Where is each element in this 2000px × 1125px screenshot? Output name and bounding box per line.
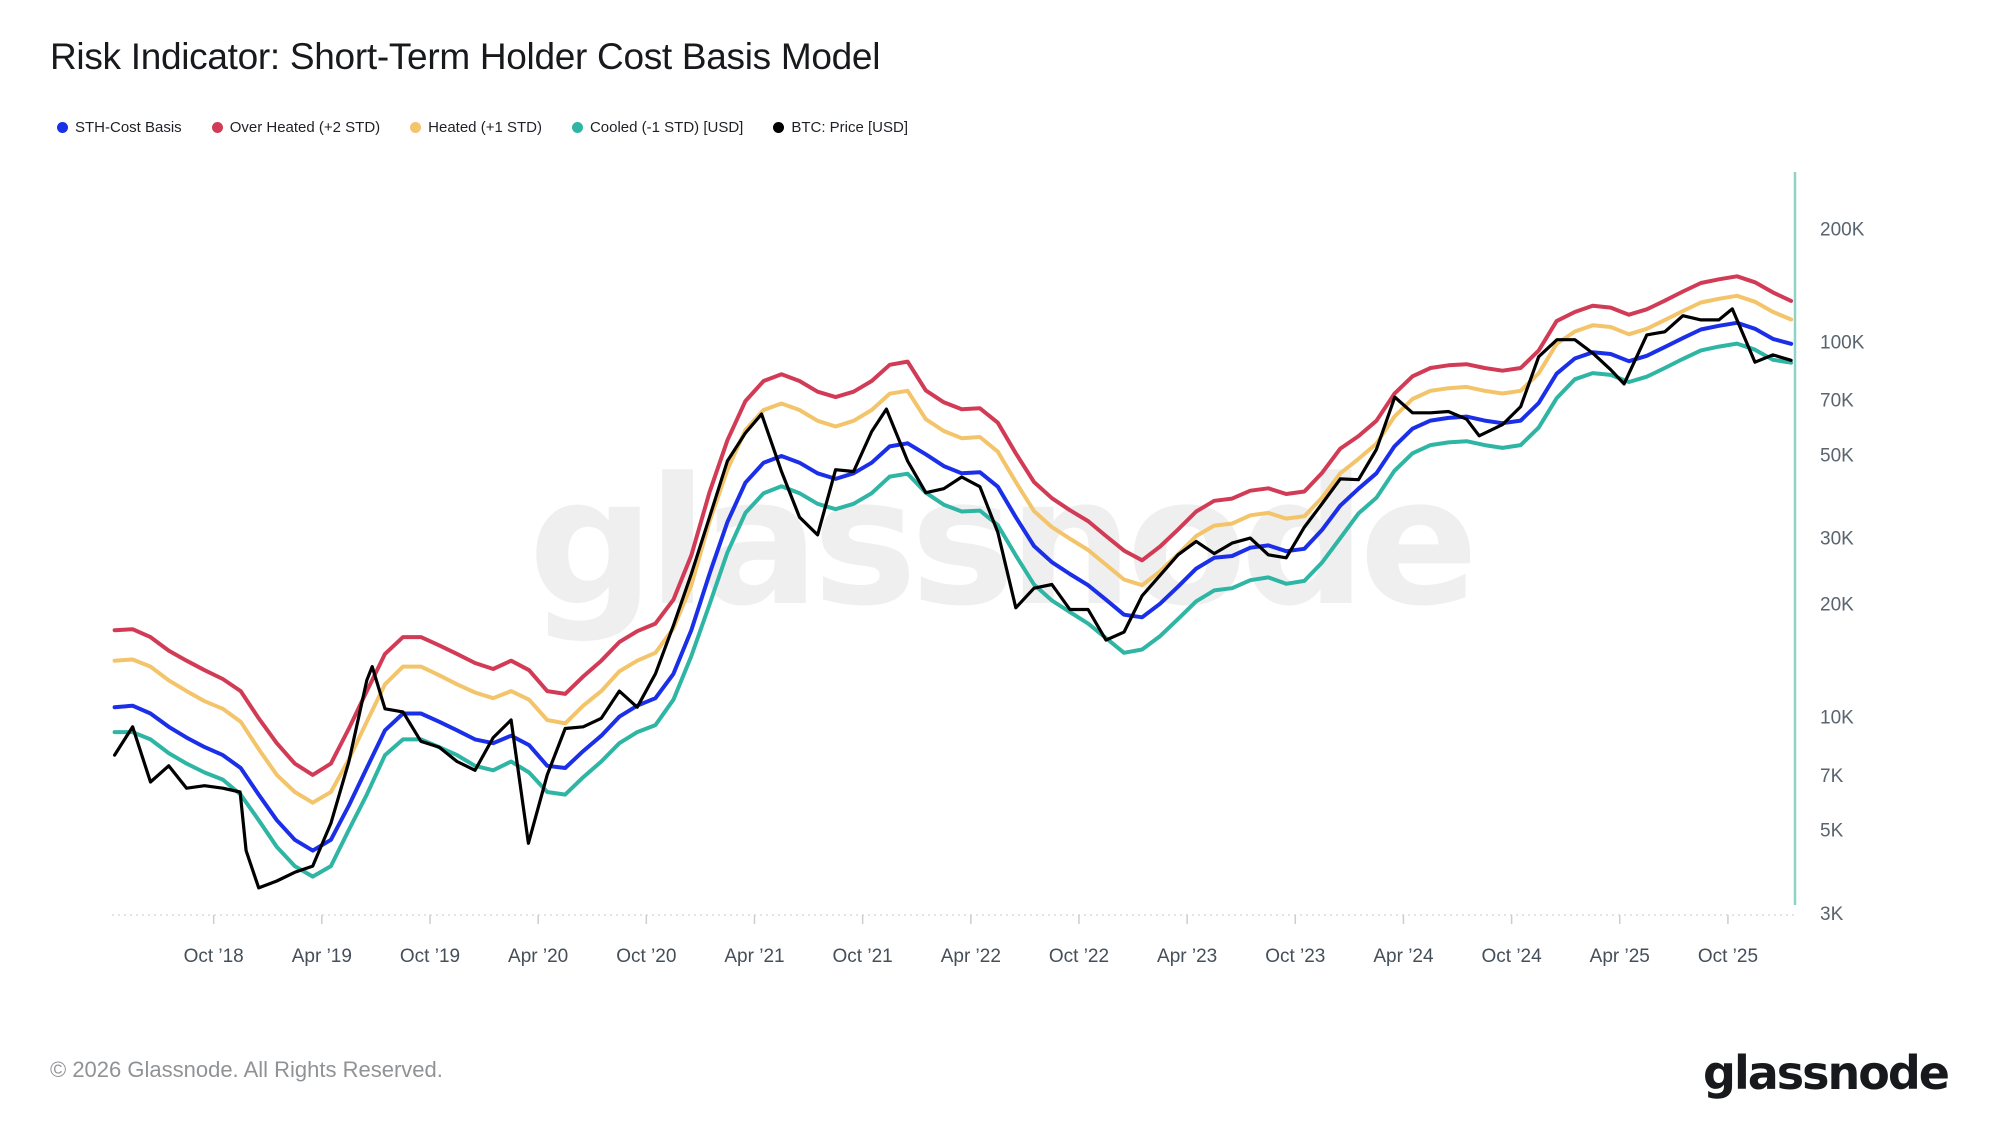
x-tick-label: Apr ’21 <box>724 946 784 967</box>
legend-label: Over Heated (+2 STD) <box>229 119 381 136</box>
legend-label: BTC: Price [USD] <box>791 119 909 136</box>
y-tick-label: 3K <box>1820 904 1844 925</box>
legend-dot-icon <box>571 122 583 133</box>
legend-item[interactable]: BTC: Price [USD] <box>773 119 908 136</box>
legend: STH-Cost Basis Over Heated (+2 STD) Heated… <box>57 119 908 136</box>
page-title: Risk Indicator: Short-Term Holder Cost B… <box>50 36 881 77</box>
series-cooled-1-std-usd <box>112 341 1794 879</box>
x-tick-label: Oct ’24 <box>1482 946 1543 967</box>
x-tick-label: Apr ’22 <box>941 946 1001 967</box>
legend-dot-icon <box>211 122 223 133</box>
legend-dot-icon <box>410 122 422 133</box>
x-tick-label: Oct ’25 <box>1698 946 1758 967</box>
x-tick-label: Apr ’24 <box>1373 946 1434 967</box>
y-tick-label: 200K <box>1820 219 1865 240</box>
legend-item[interactable]: STH-Cost Basis <box>57 119 182 136</box>
x-tick-label: Apr ’23 <box>1157 946 1217 967</box>
y-tick-label: 50K <box>1820 445 1854 466</box>
y-tick-label: 10K <box>1820 708 1854 729</box>
y-tick-label: 20K <box>1820 595 1854 616</box>
legend-label: STH-Cost Basis <box>75 119 182 136</box>
series-btc-price-usd <box>113 307 1793 890</box>
y-tick-label: 70K <box>1820 390 1854 411</box>
x-tick-label: Oct ’23 <box>1265 946 1325 967</box>
series-heated-1-std <box>112 293 1794 805</box>
y-tick-label: 100K <box>1820 332 1865 353</box>
legend-label: Heated (+1 STD) <box>428 119 542 136</box>
x-tick-label: Apr ’20 <box>508 946 568 967</box>
legend-label: Cooled (-1 STD) [USD] <box>589 119 744 136</box>
legend-dot-icon <box>773 122 785 133</box>
x-tick-label: Oct ’21 <box>833 946 893 967</box>
legend-item[interactable]: Over Heated (+2 STD) <box>211 119 381 136</box>
x-tick-label: Oct ’18 <box>184 946 244 967</box>
series-over-heated-2-std <box>112 274 1794 777</box>
series-sth-cost-basis <box>112 320 1794 853</box>
glassnode-logo: glassnode <box>1703 1046 1950 1100</box>
x-tick-label: Oct ’22 <box>1049 946 1109 967</box>
x-tick-label: Oct ’19 <box>400 946 460 967</box>
y-tick-label: 5K <box>1820 821 1844 842</box>
y-tick-label: 7K <box>1820 766 1844 787</box>
legend-item[interactable]: Cooled (-1 STD) [USD] <box>571 119 744 136</box>
x-tick-label: Apr ’19 <box>292 946 352 967</box>
x-tick-label: Oct ’20 <box>616 946 676 967</box>
x-tick-label: Apr ’25 <box>1590 946 1650 967</box>
legend-item[interactable]: Heated (+1 STD) <box>410 119 542 136</box>
copyright-text: © 2026 Glassnode. All Rights Reserved. <box>50 1057 443 1082</box>
legend-dot-icon <box>57 122 68 133</box>
y-tick-label: 30K <box>1820 529 1854 550</box>
